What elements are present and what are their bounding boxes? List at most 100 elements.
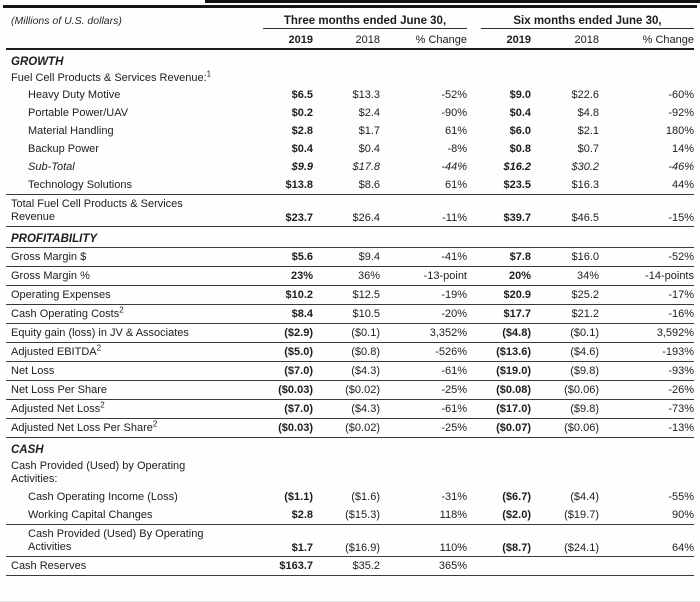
cell: $9.0	[509, 89, 531, 101]
cell: $0.7	[577, 143, 599, 155]
cell: ($8.7)	[502, 542, 531, 554]
cell: ($0.8)	[351, 346, 380, 358]
row-label: Total Fuel Cell Products & Services Reven…	[11, 198, 183, 223]
cell: -13-point	[423, 270, 467, 282]
col-group-three-months: Three months ended June 30,	[263, 15, 467, 29]
cell: 61%	[444, 179, 467, 191]
row-label: GROWTH	[11, 56, 64, 68]
cell: -13%	[668, 422, 694, 434]
cell: -52%	[441, 89, 467, 101]
cell: -25%	[441, 422, 467, 434]
table-row: Adjusted Net Loss2 ($7.0) ($4.3) -61% ($17.0…	[6, 400, 694, 419]
cell: 180%	[665, 125, 694, 137]
cell: 23%	[290, 270, 313, 282]
cell: $22.6	[571, 89, 599, 101]
row-label: Sub-Total	[28, 161, 75, 173]
table-row: Backup Power $0.4 $0.4 -8% $0.8 $0.7 14%	[6, 140, 694, 158]
cell: ($7.0)	[284, 403, 313, 415]
cell: -55%	[668, 491, 694, 503]
row-label: Backup Power	[28, 143, 99, 155]
table-row: Adjusted Net Loss Per Share2 ($0.03) ($0.0…	[6, 419, 694, 438]
cell: $0.4	[291, 143, 313, 155]
cell: ($1.1)	[284, 491, 313, 503]
cell: 365%	[438, 560, 467, 572]
cell: -20%	[441, 308, 467, 320]
cell: $5.6	[291, 251, 313, 263]
section-header-row: GROWTH	[6, 54, 694, 70]
cell: -17%	[668, 289, 694, 301]
row-label: Technology Solutions	[28, 179, 132, 191]
cell: $17.8	[352, 161, 380, 173]
cell: -60%	[668, 89, 694, 101]
table-top-border	[3, 5, 697, 8]
cell: ($0.1)	[570, 327, 599, 339]
cell: -52%	[668, 251, 694, 263]
table-row: Cash Operating Costs2 $8.4 $10.5 -20% $17.7 $…	[6, 305, 694, 324]
cell: ($0.03)	[278, 384, 313, 396]
cell: ($0.02)	[345, 422, 380, 434]
table-row: Operating Expenses $10.2 $12.5 -19% $20.9 $25…	[6, 286, 694, 305]
table-row: Sub-Total $9.9 $17.8 -44% $16.2 $30.2 -46%	[6, 158, 694, 176]
cell: ($4.8)	[502, 327, 531, 339]
cell: -46%	[668, 161, 694, 173]
row-label: Cash Operating Costs2	[11, 305, 124, 320]
col-header-q2-change: % Change	[415, 34, 467, 46]
cell: $17.7	[503, 308, 531, 320]
section-header-row: CASH	[6, 442, 694, 458]
cell: $46.5	[571, 212, 599, 224]
cell: ($6.7)	[502, 491, 531, 503]
row-label: Cash Provided (Used) By Operating Activit…	[28, 528, 204, 553]
table-row: Portable Power/UAV $0.2 $2.4 -90% $0.4 $4.8 -9…	[6, 104, 694, 122]
cell: $2.8	[291, 125, 313, 137]
col-header-h1-change: % Change	[642, 34, 694, 46]
cell: -61%	[441, 365, 467, 377]
cell: $6.5	[291, 89, 313, 101]
cell: $10.5	[352, 308, 380, 320]
cell: ($4.6)	[570, 346, 599, 358]
table-row: Total Fuel Cell Products & Services Reven…	[6, 195, 694, 227]
cell: $23.7	[285, 212, 313, 224]
row-label: PROFITABILITY	[11, 233, 98, 245]
row-label: Cash Provided (Used) by Operating Activit…	[11, 460, 186, 485]
cell: ($4.4)	[570, 491, 599, 503]
cell: -15%	[668, 212, 694, 224]
row-label: Equity gain (loss) in JV & Associates	[11, 327, 189, 339]
table: (Millions of U.S. dollars) Three months …	[0, 8, 700, 576]
row-label: Net Loss	[11, 365, 55, 377]
cell: ($2.0)	[502, 509, 531, 521]
cell: -14-points	[645, 270, 694, 282]
cell: -25%	[441, 384, 467, 396]
col-group-six-months: Six months ended June 30,	[481, 15, 694, 29]
footnote-marker: 1	[206, 69, 212, 79]
header-divider	[6, 48, 694, 50]
row-label: Gross Margin $	[11, 251, 87, 263]
cell: ($0.06)	[564, 384, 599, 396]
row-label: Cash Operating Income (Loss)	[28, 491, 178, 503]
table-row: Net Loss Per Share ($0.03) ($0.02) -25% ($0.…	[6, 381, 694, 400]
cell: ($9.8)	[570, 403, 599, 415]
cell: -92%	[668, 107, 694, 119]
cell: $13.8	[285, 179, 313, 191]
cell: $0.2	[291, 107, 313, 119]
cell: -41%	[441, 251, 467, 263]
cell: 14%	[671, 143, 694, 155]
col-header-h1-2018: 2018	[574, 34, 599, 46]
row-label: Heavy Duty Motive	[28, 89, 121, 101]
table-row: Equity gain (loss) in JV & Associates ($2…	[6, 324, 694, 343]
cell: $16.3	[571, 179, 599, 191]
footnote-marker: 2	[119, 305, 124, 315]
cell: ($4.3)	[351, 365, 380, 377]
cell: -44%	[441, 161, 467, 173]
cell: -61%	[441, 403, 467, 415]
cell: ($13.6)	[496, 346, 531, 358]
footnote-marker: 2	[100, 400, 105, 410]
table-row: Fuel Cell Products & Services Revenue:1	[6, 70, 694, 86]
table-row: Net Loss ($7.0) ($4.3) -61% ($19.0) ($9.8) -93…	[6, 362, 694, 381]
cell: ($19.0)	[496, 365, 531, 377]
table-row: Gross Margin % 23% 36% -13-point 20% 34% -14-p…	[6, 267, 694, 286]
scan-artifact-line	[205, 0, 700, 3]
cell: -93%	[668, 365, 694, 377]
cell: 90%	[671, 509, 694, 521]
cell: 36%	[357, 270, 380, 282]
section-header-row: PROFITABILITY	[6, 231, 694, 248]
